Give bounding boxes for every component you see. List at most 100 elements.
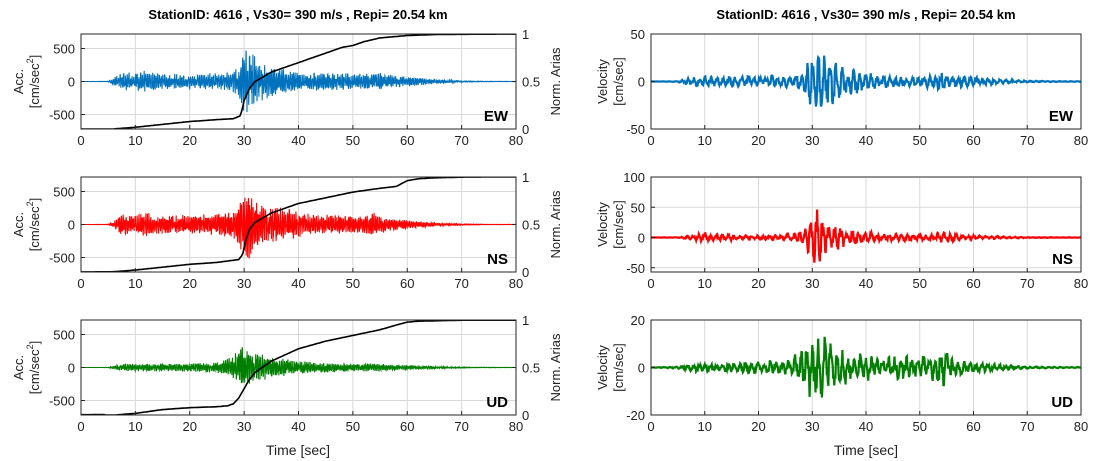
velocity-trace bbox=[651, 336, 1081, 398]
x-tick-label: 40 bbox=[859, 133, 873, 148]
x-tick-label: 30 bbox=[237, 133, 251, 148]
arias-intensity-line bbox=[81, 177, 516, 272]
x-tick-label: 0 bbox=[647, 276, 654, 291]
plot-area bbox=[81, 320, 516, 415]
y-axis-label: Velocity[cm/sec] bbox=[595, 343, 626, 391]
x-tick-label: 40 bbox=[859, 419, 873, 434]
arias-intensity-line bbox=[81, 320, 516, 415]
y-tick-label: -20 bbox=[626, 408, 645, 423]
y-axis-label: Acc.[cm/sec2] bbox=[11, 341, 42, 394]
x-tick-label: 60 bbox=[966, 133, 980, 148]
y2-tick-label: 0.5 bbox=[522, 361, 540, 376]
x-tick-label: 80 bbox=[1074, 276, 1088, 291]
x-tick-label: 80 bbox=[1074, 133, 1088, 148]
y-tick-label: -500 bbox=[49, 250, 75, 265]
component-label: NS bbox=[487, 251, 508, 268]
x-tick-label: 50 bbox=[346, 276, 360, 291]
acceleration-trace bbox=[81, 197, 516, 259]
x-tick-label: 10 bbox=[698, 276, 712, 291]
y-tick-label: 100 bbox=[623, 170, 645, 185]
x-tick-label: 70 bbox=[454, 276, 468, 291]
y-axis-label: Velocity[cm/sec] bbox=[595, 200, 626, 248]
y-tick-label: 50 bbox=[631, 27, 645, 42]
panel-ns-velocity: 0 10 20 30 40 50 60 70 80-50050100Velocity[cm/se… bbox=[595, 170, 1088, 291]
component-label: EW bbox=[1049, 108, 1074, 125]
x-tick-label: 30 bbox=[237, 419, 251, 434]
y-tick-label: 0 bbox=[638, 231, 645, 246]
y2-axis-label: Norm. Arias bbox=[548, 333, 563, 401]
x-tick-label: 70 bbox=[1020, 276, 1034, 291]
component-label: UD bbox=[486, 394, 508, 411]
component-label: UD bbox=[1051, 394, 1073, 411]
x-tick-label: 80 bbox=[509, 133, 523, 148]
x-tick-label: 0 bbox=[77, 276, 84, 291]
x-tick-label: 40 bbox=[859, 276, 873, 291]
x-tick-label: 50 bbox=[913, 276, 927, 291]
x-tick-label: 40 bbox=[291, 419, 305, 434]
component-label: EW bbox=[484, 108, 509, 125]
x-tick-label: 10 bbox=[698, 419, 712, 434]
left-x-axis-label: Time [sec] bbox=[266, 442, 330, 458]
x-tick-label: 20 bbox=[183, 133, 197, 148]
y2-tick-label: 0 bbox=[522, 265, 529, 280]
plot-area bbox=[81, 177, 516, 272]
y-tick-label: 0 bbox=[68, 218, 75, 233]
x-tick-label: 60 bbox=[400, 133, 414, 148]
x-tick-label: 20 bbox=[183, 276, 197, 291]
x-tick-label: 70 bbox=[1020, 419, 1034, 434]
x-tick-label: 60 bbox=[966, 276, 980, 291]
x-tick-label: 70 bbox=[454, 419, 468, 434]
y2-axis-label: Norm. Arias bbox=[548, 190, 563, 258]
y-axis-label: Acc.[cm/sec2] bbox=[11, 198, 42, 251]
y2-tick-label: 0 bbox=[522, 408, 529, 423]
acceleration-trace bbox=[81, 347, 516, 384]
x-tick-label: 50 bbox=[913, 419, 927, 434]
y-tick-label: 500 bbox=[53, 185, 75, 200]
velocity-trace bbox=[651, 54, 1081, 107]
y2-tick-label: 1 bbox=[522, 313, 529, 328]
panel-ew-velocity: 0 10 20 30 40 50 60 70 80-50050Velocity[cm/sec]E… bbox=[595, 27, 1088, 148]
y-tick-label: 0 bbox=[68, 75, 75, 90]
x-tick-label: 80 bbox=[509, 276, 523, 291]
y2-axis-label: Norm. Arias bbox=[548, 47, 563, 115]
x-tick-label: 80 bbox=[509, 419, 523, 434]
x-tick-label: 70 bbox=[454, 133, 468, 148]
x-tick-label: 60 bbox=[400, 276, 414, 291]
y-tick-label: -50 bbox=[626, 261, 645, 276]
x-tick-label: 50 bbox=[346, 133, 360, 148]
x-tick-label: 10 bbox=[128, 419, 142, 434]
x-tick-label: 20 bbox=[751, 419, 765, 434]
y-tick-label: -50 bbox=[626, 122, 645, 137]
y2-tick-label: 0 bbox=[522, 122, 529, 137]
panel-ud-velocity: 0 10 20 30 40 50 60 70 80-20020Velocity[cm/sec]U… bbox=[595, 313, 1088, 434]
y2-tick-label: 1 bbox=[522, 27, 529, 42]
x-tick-label: 20 bbox=[751, 133, 765, 148]
x-tick-label: 20 bbox=[751, 276, 765, 291]
x-tick-label: 20 bbox=[183, 419, 197, 434]
x-tick-label: 10 bbox=[128, 276, 142, 291]
plot-area bbox=[651, 54, 1081, 107]
plot-area bbox=[651, 336, 1081, 398]
x-tick-label: 10 bbox=[698, 133, 712, 148]
right-column-title: StationID: 4616 , Vs30= 390 m/s , Repi= … bbox=[716, 7, 1015, 22]
y2-tick-label: 1 bbox=[522, 170, 529, 185]
x-tick-label: 50 bbox=[346, 419, 360, 434]
x-tick-label: 0 bbox=[647, 133, 654, 148]
y-tick-label: -500 bbox=[49, 393, 75, 408]
velocity-trace bbox=[651, 209, 1081, 263]
component-label: NS bbox=[1052, 251, 1073, 268]
x-tick-label: 30 bbox=[805, 133, 819, 148]
x-tick-label: 50 bbox=[913, 133, 927, 148]
y-tick-label: 500 bbox=[53, 42, 75, 57]
x-tick-label: 0 bbox=[647, 419, 654, 434]
x-tick-label: 0 bbox=[77, 133, 84, 148]
x-tick-label: 60 bbox=[966, 419, 980, 434]
y-tick-label: 0 bbox=[68, 361, 75, 376]
x-tick-label: 60 bbox=[400, 419, 414, 434]
y2-tick-label: 0.5 bbox=[522, 218, 540, 233]
y-tick-label: 0 bbox=[638, 361, 645, 376]
y-tick-label: -500 bbox=[49, 107, 75, 122]
